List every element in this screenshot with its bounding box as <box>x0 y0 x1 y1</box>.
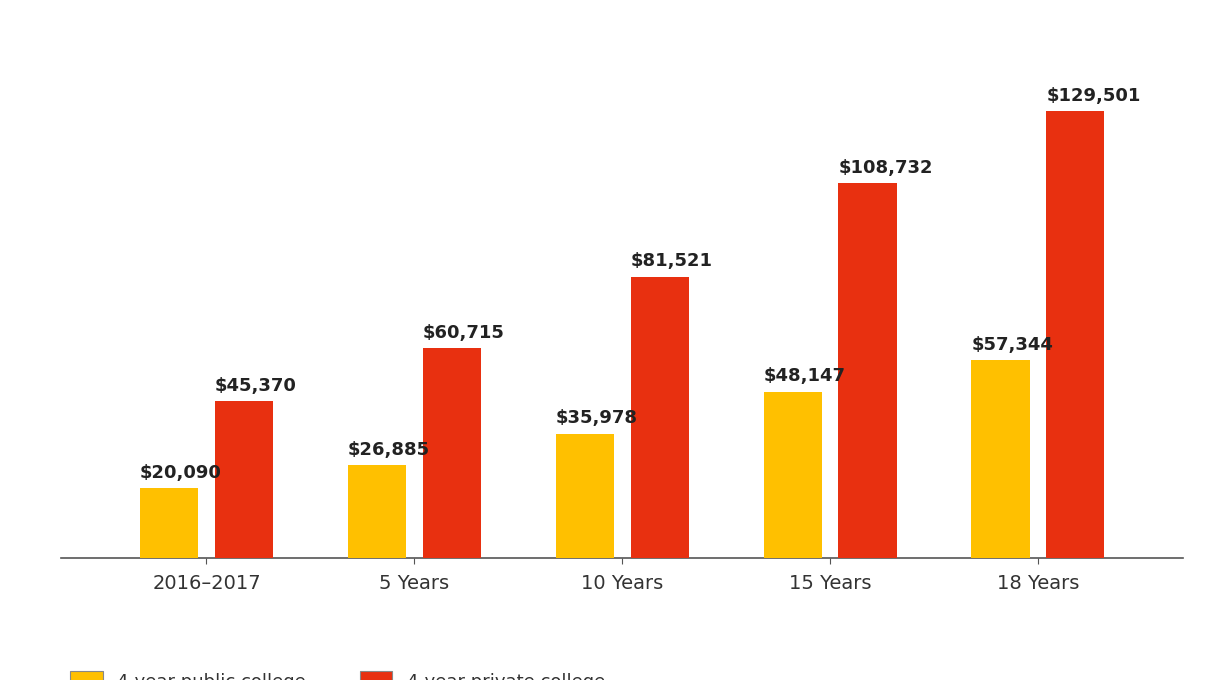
Text: $60,715: $60,715 <box>422 324 505 342</box>
Bar <box>838 183 897 558</box>
Text: $45,370: $45,370 <box>215 377 296 395</box>
Bar <box>215 401 273 558</box>
Legend: 4-year public college, 4-year private college: 4-year public college, 4-year private co… <box>70 670 605 680</box>
Bar <box>1047 112 1104 558</box>
Bar <box>348 465 406 558</box>
Bar <box>764 392 822 558</box>
Text: $35,978: $35,978 <box>555 409 638 428</box>
Text: $26,885: $26,885 <box>348 441 429 459</box>
Text: $129,501: $129,501 <box>1047 87 1141 105</box>
Bar <box>555 434 614 558</box>
Text: $81,521: $81,521 <box>631 252 712 271</box>
Bar <box>971 360 1030 558</box>
Text: $57,344: $57,344 <box>971 336 1053 354</box>
Bar <box>422 348 481 558</box>
Text: $20,090: $20,090 <box>140 464 222 482</box>
Text: $48,147: $48,147 <box>764 367 845 386</box>
Text: $108,732: $108,732 <box>838 158 933 177</box>
Bar <box>140 488 198 558</box>
Bar <box>631 277 689 558</box>
